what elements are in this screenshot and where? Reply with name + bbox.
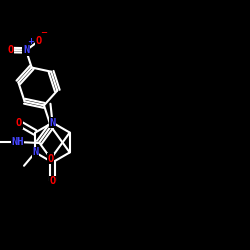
Text: N: N [23,46,29,56]
Text: O: O [48,154,54,164]
Text: N: N [50,118,56,128]
Text: O: O [7,45,14,55]
Text: O: O [36,36,42,46]
Text: N: N [32,148,38,158]
Text: O: O [49,176,56,186]
Text: O: O [16,118,22,128]
Text: −: − [40,28,48,37]
Text: +: + [28,37,34,46]
Text: NH: NH [11,138,24,147]
